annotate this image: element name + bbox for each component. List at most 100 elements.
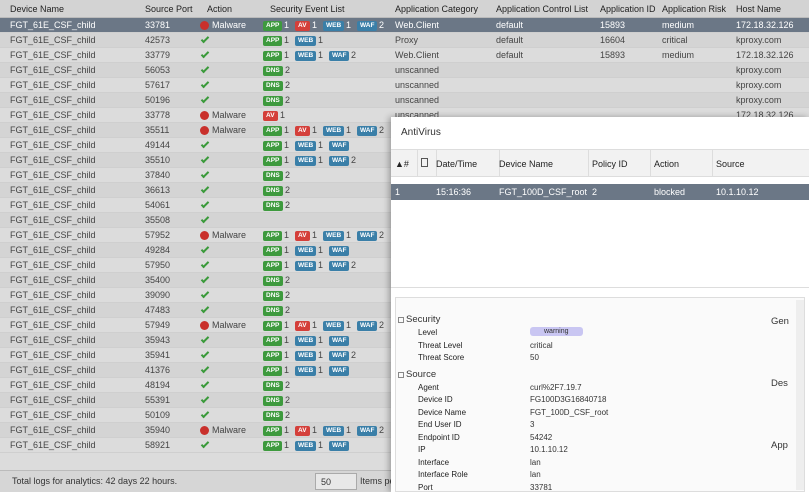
column-header[interactable]: Source (716, 159, 745, 169)
cell-text: unscanned (395, 80, 440, 90)
event-count: 1 (312, 125, 318, 135)
column-header[interactable]: Action (654, 159, 680, 169)
column-header[interactable]: Source Port (145, 4, 193, 14)
event-badge: APP (263, 126, 283, 136)
event-badge: AV (295, 231, 310, 241)
cell-text: 41376 (145, 365, 171, 375)
cell-text: 2 (592, 187, 598, 197)
table-row[interactable]: FGT_61E_CSF_child 33781 Web.Client default 1… (0, 18, 809, 33)
check-icon (200, 334, 210, 344)
malware-icon (200, 321, 209, 330)
table-row[interactable]: FGT_61E_CSF_child 33779 Web.Client default 1… (0, 48, 809, 63)
event-count: 1 (346, 125, 352, 135)
cell-text: FGT_61E_CSF_child (10, 425, 96, 435)
cell-text: FGT_61E_CSF_child (10, 95, 96, 105)
column-divider (712, 149, 713, 177)
column-header[interactable]: Host Name (736, 4, 782, 14)
event-badge: DNS (263, 171, 283, 181)
cell-text: Malware (212, 20, 247, 30)
cell-text: 47483 (145, 305, 171, 315)
cell-text: 35940 (145, 425, 171, 435)
side-section: Gen (771, 316, 789, 327)
event-badge: APP (263, 351, 283, 361)
cell-text: kproxy.com (736, 80, 782, 90)
cell-text: FGT_61E_CSF_child (10, 350, 96, 360)
event-badge: APP (263, 336, 283, 346)
table-row[interactable]: 1 15:16:36 FGT_100D_CSF_root 2 blocked 10.1.1… (391, 184, 809, 200)
event-count: 1 (318, 365, 324, 375)
column-header[interactable]: Device Name (10, 4, 65, 14)
column-header[interactable]: Policy ID (592, 159, 628, 169)
column-header[interactable]: Date/Time (436, 159, 478, 169)
column-header[interactable]: Application ID (600, 4, 656, 14)
cell-text: unscanned (395, 110, 440, 120)
check-icon (200, 304, 210, 314)
cell-text: FGT_61E_CSF_child (10, 50, 96, 60)
cell-text: 35511 (145, 125, 170, 135)
check-icon (200, 34, 210, 44)
cell-text: 172.18.32.126 (736, 50, 794, 60)
malware-icon (200, 126, 209, 135)
event-badge: APP (263, 231, 283, 241)
event-badge: WEB (323, 321, 345, 331)
table-row[interactable]: FGT_61E_CSF_child 56053 unscanned kproxy.co… (0, 63, 809, 78)
cell-text: 50109 (145, 410, 171, 420)
event-badge: APP (263, 141, 283, 151)
column-header[interactable]: ▲# (395, 159, 409, 169)
column-header[interactable]: Application Category (395, 4, 479, 14)
event-count: 1 (284, 50, 290, 60)
cell-text: 1 (395, 187, 401, 197)
event-count: 1 (284, 335, 290, 345)
event-badge: WEB (295, 156, 317, 166)
items-label: Items pe (360, 476, 395, 486)
column-header[interactable]: Application Control List (496, 4, 589, 14)
cell-text: 37840 (145, 170, 171, 180)
column-header[interactable]: Action (207, 4, 233, 14)
toggle-icon[interactable] (398, 371, 404, 378)
check-icon (200, 169, 210, 179)
event-count: 2 (351, 350, 357, 360)
event-badge: WEB (295, 51, 317, 61)
table-row[interactable]: FGT_61E_CSF_child 42573 Proxy default 16604 c… (0, 33, 809, 48)
column-header[interactable]: Application Risk (662, 4, 727, 14)
cell-text: 48194 (145, 380, 171, 390)
event-count: 2 (351, 155, 357, 165)
column-divider (436, 149, 437, 177)
event-count: 1 (284, 245, 290, 255)
event-count: 1 (284, 260, 290, 270)
cell-text: Malware (212, 230, 247, 240)
event-badge: APP (263, 321, 283, 331)
footer: Total logs for analytics: 42 days 22 hou… (0, 470, 395, 492)
cell-text: 35510 (145, 155, 171, 165)
event-count: 1 (284, 155, 290, 165)
cell-text: 55391 (145, 395, 171, 405)
column-header[interactable]: Security Event List (270, 4, 345, 14)
event-count: 2 (285, 80, 291, 90)
column-header[interactable]: Device Name (499, 159, 554, 169)
cell-text: FGT_61E_CSF_child (10, 365, 96, 375)
field-value: curl%2F7.19.7 (530, 382, 582, 392)
cell-text: Malware (212, 425, 247, 435)
event-badge: DNS (263, 186, 283, 196)
cell-text: FGT_61E_CSF_child (10, 20, 96, 30)
field-value: 50 (530, 353, 539, 362)
page-size-select[interactable]: 50 (315, 473, 357, 490)
check-icon (200, 364, 210, 374)
toggle-icon[interactable] (398, 317, 404, 323)
table-row[interactable]: FGT_61E_CSF_child 57617 unscanned kproxy.co… (0, 78, 809, 93)
cell-text: 172.18.32.126 (736, 20, 794, 30)
cell-text: kproxy.com (736, 65, 782, 75)
cell-text: 33781 (145, 20, 171, 30)
event-count: 1 (318, 335, 324, 345)
cell-text: 57617 (145, 80, 171, 90)
event-count: 2 (379, 425, 385, 435)
cell-text: kproxy.com (736, 95, 782, 105)
cell-text: 16604 (600, 35, 626, 45)
field-value: 33781 (530, 482, 553, 492)
table-row[interactable]: FGT_61E_CSF_child 50196 unscanned kproxy.co… (0, 93, 809, 108)
cell-text: default (496, 35, 524, 45)
event-badge: DNS (263, 66, 283, 76)
event-count: 2 (285, 95, 291, 105)
event-count: 1 (284, 230, 290, 240)
